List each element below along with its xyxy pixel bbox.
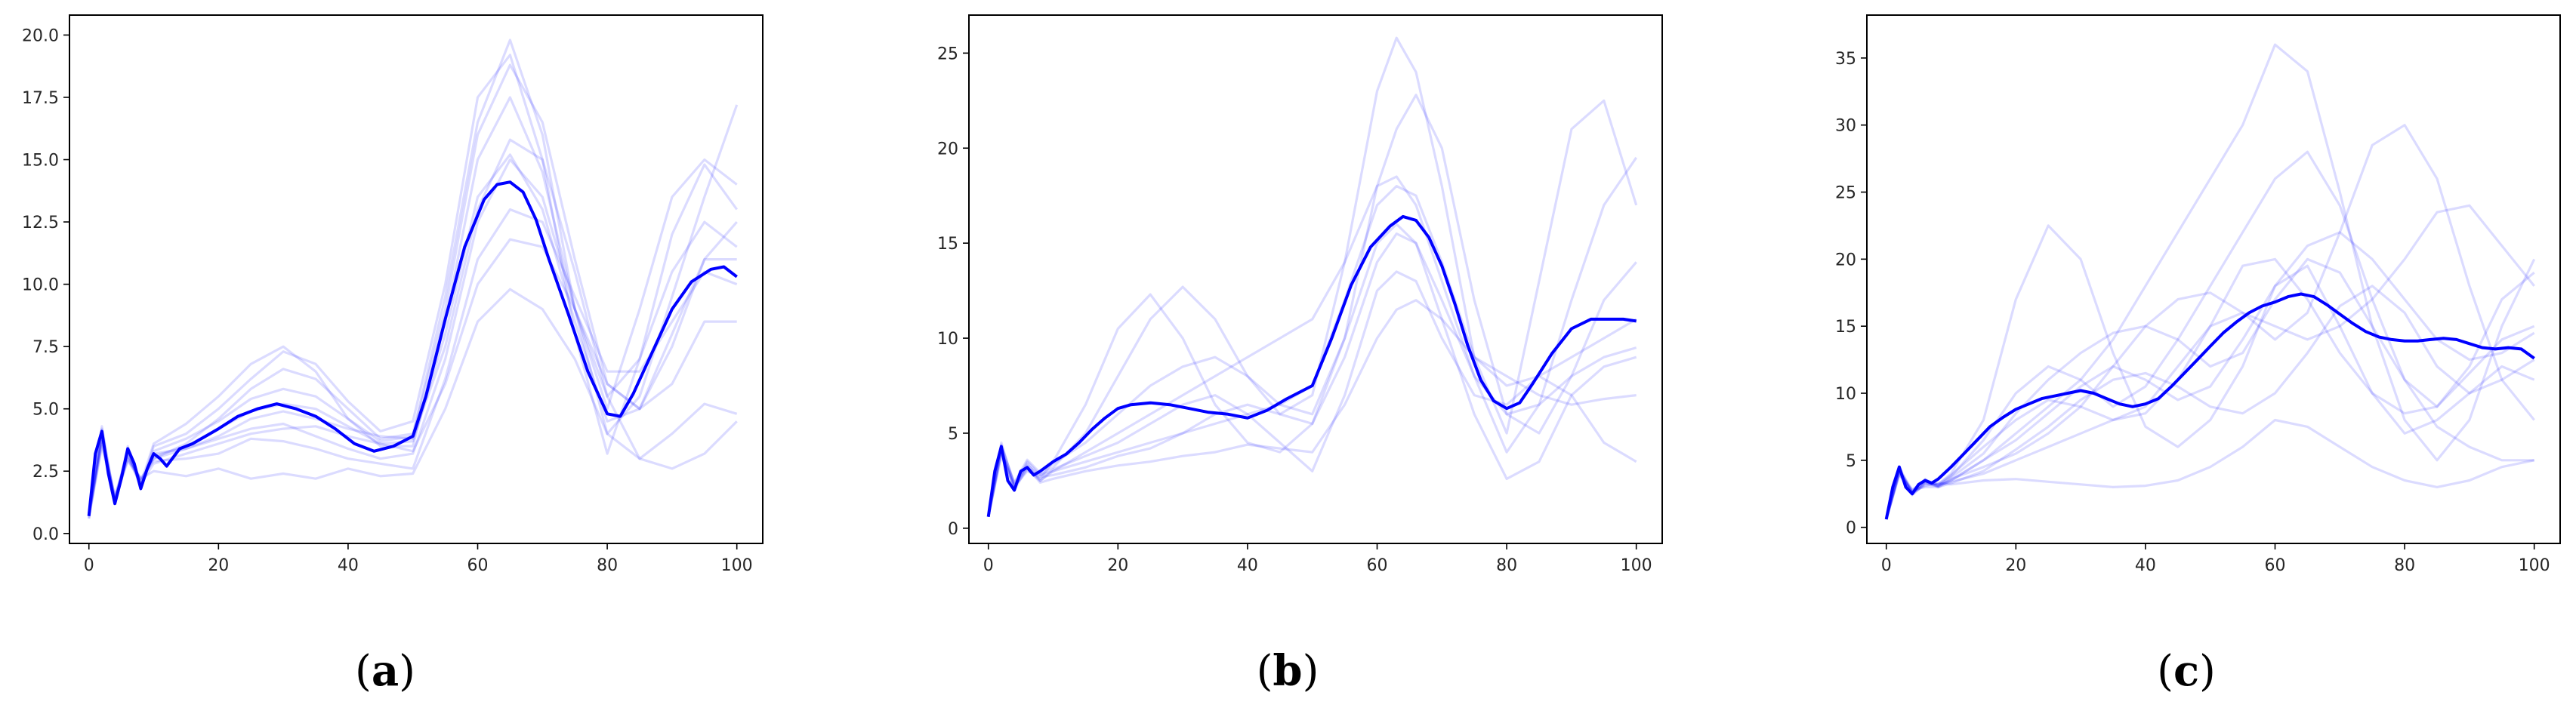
caption-c-open: ( [2157, 647, 2173, 696]
mean-line-a [87, 180, 738, 516]
mean-line-b [986, 214, 1637, 517]
y-tick-label-c-1: 5 [1846, 452, 1856, 471]
y-tick-label-b-3: 15 [937, 235, 958, 254]
trial-line-b-6 [987, 299, 1637, 518]
x-tick-label-a-0: 0 [84, 556, 94, 575]
x-tick-label-c-5: 100 [2519, 556, 2550, 575]
caption-a: (a) [355, 646, 415, 696]
y-tick-label-b-4: 20 [937, 140, 958, 158]
y-tick-label-c-4: 20 [1835, 251, 1856, 269]
caption-b: (b) [1257, 646, 1319, 696]
trial-line-c-2 [1885, 43, 2536, 520]
x-tick-label-b-2: 40 [1237, 556, 1258, 575]
y-tick-label-b-5: 25 [937, 45, 958, 63]
caption-a-open: ( [355, 647, 372, 696]
x-tick-label-a-2: 40 [338, 556, 359, 575]
y-tick-label-a-2: 5.0 [32, 401, 59, 420]
caption-a-letter: a [372, 646, 399, 696]
x-tick-label-b-5: 100 [1621, 556, 1652, 575]
trial-line-c-4 [1885, 124, 2535, 520]
y-tick-label-a-0: 0.0 [32, 525, 59, 544]
y-tick-label-a-3: 7.5 [32, 338, 59, 357]
y-tick-label-a-6: 15.0 [22, 152, 59, 171]
trial-line-a-10 [88, 153, 737, 516]
trial-line-b-5 [987, 232, 1637, 518]
y-tick-label-c-2: 10 [1835, 385, 1856, 404]
trial-line-c-3 [1885, 150, 2534, 520]
x-tick-label-a-5: 100 [721, 556, 753, 575]
trial-line-b-7 [987, 223, 1637, 517]
caption-b-letter: b [1273, 646, 1302, 696]
y-tick-label-c-6: 30 [1835, 117, 1856, 136]
x-tick-label-b-0: 0 [983, 556, 994, 575]
subplot-a: 0 20 40 60 80 100 0.0 2.5 5.0 7.5 10.0 12.5 15.0 17.5… [22, 14, 764, 575]
caption-b-open: ( [1257, 647, 1273, 696]
axes-frame-c [1866, 14, 2561, 544]
y-tick-label-a-8: 20.0 [22, 26, 59, 45]
trial-line-b-2 [987, 94, 1637, 518]
y-tick-label-b-0: 0 [948, 520, 958, 539]
caption-a-close: ) [399, 647, 415, 696]
y-tick-label-a-4: 10.0 [22, 276, 59, 295]
trial-line-b-8 [987, 270, 1637, 518]
y-tick-label-c-7: 35 [1835, 50, 1856, 69]
trial-line-c-7 [1885, 257, 2535, 520]
caption-c: (c) [2157, 646, 2216, 696]
x-tick-label-c-4: 80 [2394, 556, 2415, 575]
y-tick-label-c-0: 0 [1846, 519, 1856, 538]
caption-c-letter: c [2173, 646, 2199, 696]
x-tick-label-c-0: 0 [1881, 556, 1892, 575]
x-tick-label-a-1: 20 [208, 556, 229, 575]
caption-b-close: ) [1303, 647, 1319, 696]
y-tick-label-a-1: 2.5 [32, 463, 59, 482]
y-tick-label-c-5: 25 [1835, 184, 1856, 203]
x-tick-label-a-4: 80 [597, 556, 618, 575]
trial-line-c-1 [1885, 224, 2535, 520]
y-tick-label-a-5: 12.5 [22, 214, 59, 232]
axes-frame-a [69, 14, 764, 544]
x-tick-label-c-1: 20 [2005, 556, 2026, 575]
trial-line-b-4 [987, 185, 1637, 517]
y-tick-label-b-2: 10 [937, 330, 958, 349]
trial-line-b-3 [987, 156, 1638, 517]
trial-line-b-1 [987, 36, 1638, 517]
x-tick-label-c-2: 40 [2135, 556, 2156, 575]
x-tick-label-c-3: 60 [2265, 556, 2286, 575]
trial-line-c-5 [1885, 204, 2535, 520]
caption-c-close: ) [2199, 647, 2216, 696]
trial-line-c-10 [1885, 231, 2535, 520]
subplot-c: 0 20 40 60 80 100 0 5 10 15 20 25 30 35 [1835, 14, 2561, 575]
trial-line-a-7 [88, 288, 738, 519]
y-tick-label-c-3: 15 [1835, 318, 1856, 337]
x-tick-label-b-3: 60 [1367, 556, 1388, 575]
y-tick-label-a-7: 17.5 [22, 89, 59, 108]
y-tick-label-b-1: 5 [948, 425, 958, 444]
subplot-b: 0 20 40 60 80 100 0 5 10 15 20 25 [937, 14, 1663, 575]
mean-line-c [1884, 292, 2535, 520]
axes-frame-b [968, 14, 1663, 544]
x-tick-label-a-3: 60 [467, 556, 489, 575]
trial-line-c-6 [1885, 418, 2535, 520]
x-tick-label-b-1: 20 [1107, 556, 1128, 575]
x-tick-label-b-4: 80 [1496, 556, 1517, 575]
trial-line-c-8 [1885, 285, 2535, 520]
trial-line-a-4 [88, 158, 738, 516]
